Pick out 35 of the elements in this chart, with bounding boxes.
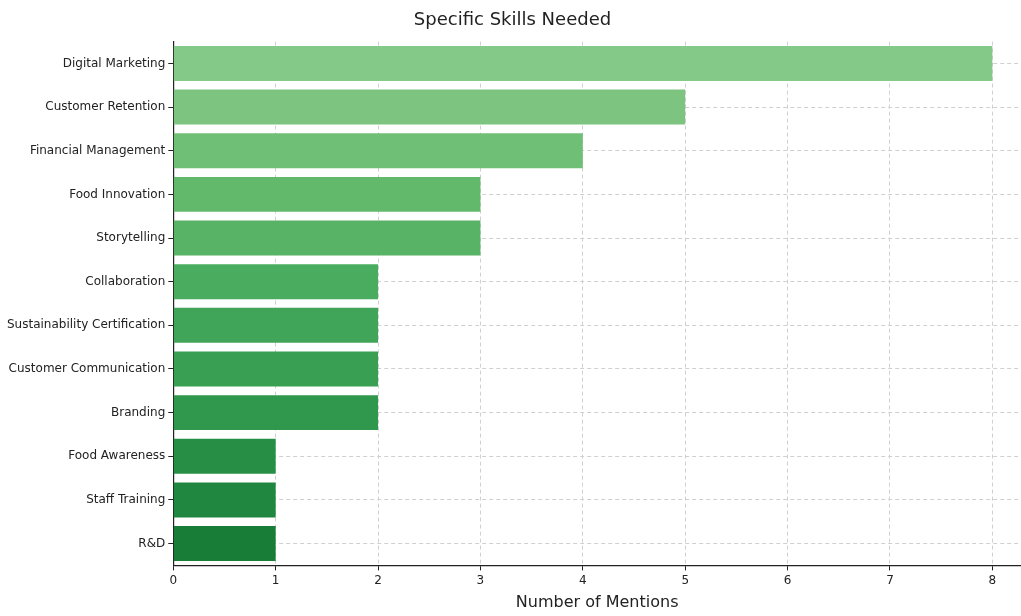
x-tick-label: 7 [886, 572, 894, 587]
y-tick-label: Customer Retention [45, 99, 166, 114]
bar [173, 526, 276, 562]
y-tick-label: Storytelling [96, 230, 166, 245]
y-tick-label: Food Awareness [68, 448, 166, 463]
bar [173, 220, 481, 256]
bar [173, 438, 276, 474]
bar [173, 307, 379, 343]
y-tick-label: Digital Marketing [62, 55, 166, 70]
x-tick-label: 1 [271, 572, 280, 587]
x-tick-label: 0 [169, 572, 178, 587]
x-tick-label: 5 [681, 572, 690, 587]
y-tick-label: Branding [110, 404, 166, 419]
chart-title: Specific Skills Needed [413, 8, 612, 30]
y-tick-label: Financial Management [29, 142, 166, 157]
y-tick-label: Food Innovation [69, 186, 166, 201]
x-tick-label: 2 [374, 572, 382, 587]
x-tick-label: 8 [988, 572, 997, 587]
bar [173, 133, 583, 169]
bar [173, 264, 379, 300]
bar [173, 89, 686, 125]
y-tick-label: Collaboration [85, 273, 166, 288]
y-tick-label: Customer Communication [8, 361, 166, 376]
x-tick-label: 4 [578, 572, 587, 587]
y-tick-label: R&D [138, 535, 166, 550]
bar [173, 351, 379, 387]
bar [173, 395, 379, 431]
x-axis-title: Number of Mentions [515, 591, 679, 611]
y-tick-label: Sustainability Certification [7, 317, 166, 332]
bar [173, 176, 481, 212]
x-tick-label: 3 [476, 572, 485, 587]
bar [173, 45, 993, 81]
y-tick-label: Staff Training [86, 492, 166, 507]
x-tick-label: 6 [783, 572, 792, 587]
bar [173, 482, 276, 518]
